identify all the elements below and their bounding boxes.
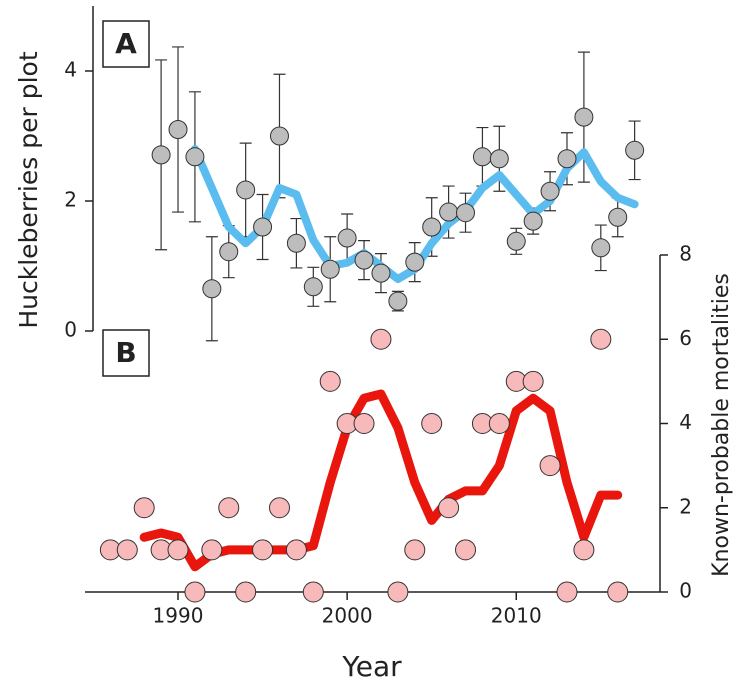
data-point xyxy=(539,455,561,477)
data-point xyxy=(354,250,374,270)
y-axis-label: Known-probable mortalities xyxy=(709,273,734,577)
panel-label: A xyxy=(115,27,137,60)
data-point xyxy=(608,207,628,227)
data-point xyxy=(438,497,460,519)
x-tick-label: 1990 xyxy=(153,604,204,628)
data-point xyxy=(574,107,594,127)
data-point xyxy=(506,231,526,251)
data-point xyxy=(184,581,206,603)
data-point xyxy=(370,328,392,350)
data-point xyxy=(590,328,612,350)
data-point xyxy=(421,413,443,434)
data-point xyxy=(371,263,391,283)
data-point xyxy=(269,126,289,146)
data-point xyxy=(167,539,189,561)
x-tick-label: 2000 xyxy=(322,604,373,628)
data-point xyxy=(523,211,543,231)
data-point xyxy=(472,147,492,167)
data-point xyxy=(235,581,257,603)
data-point xyxy=(236,180,256,200)
y-tick-label: 4 xyxy=(679,410,692,434)
data-point xyxy=(456,203,476,223)
data-point xyxy=(185,147,205,167)
data-point xyxy=(219,242,239,262)
data-point xyxy=(455,539,477,561)
data-point xyxy=(303,277,323,297)
data-point xyxy=(252,539,274,561)
y-tick-label: 2 xyxy=(64,188,77,212)
data-point xyxy=(387,581,409,603)
data-point xyxy=(439,202,459,222)
data-point xyxy=(540,181,560,201)
x-axis-label: Year xyxy=(341,650,402,683)
data-point xyxy=(607,581,629,603)
x-tick-label: 2010 xyxy=(491,604,542,628)
data-point xyxy=(218,497,240,519)
y-tick-label: 4 xyxy=(64,58,77,82)
data-point xyxy=(285,539,307,561)
data-point xyxy=(168,120,188,139)
y-tick-label: 0 xyxy=(64,318,77,342)
y-tick-label: 8 xyxy=(679,242,692,266)
data-point xyxy=(253,217,273,237)
data-point xyxy=(404,539,426,561)
data-point xyxy=(319,370,341,392)
data-point xyxy=(556,581,578,603)
data-point xyxy=(201,539,223,561)
y-tick-label: 6 xyxy=(679,326,692,350)
data-point xyxy=(522,370,544,392)
data-point xyxy=(116,539,138,561)
panel-label-box xyxy=(102,329,150,377)
data-point xyxy=(286,233,306,253)
data-point xyxy=(405,252,425,272)
data-point xyxy=(353,413,375,434)
data-point xyxy=(133,497,155,519)
data-point xyxy=(268,497,290,519)
data-point xyxy=(591,238,611,258)
data-point xyxy=(337,228,357,248)
data-point xyxy=(557,149,577,169)
trend-line xyxy=(139,389,623,572)
data-point xyxy=(488,413,510,434)
data-point xyxy=(573,539,595,561)
panel-label-box xyxy=(102,20,150,68)
panel-label: B xyxy=(115,336,136,369)
y-tick-label: 0 xyxy=(679,579,692,603)
data-point xyxy=(202,279,222,299)
data-point xyxy=(388,291,408,311)
data-point xyxy=(422,217,442,237)
data-point xyxy=(151,145,171,165)
data-point xyxy=(489,149,509,169)
y-tick-label: 2 xyxy=(679,494,692,518)
y-axis-label: Huckleberries per plot xyxy=(14,51,43,328)
data-point xyxy=(320,259,340,279)
data-point xyxy=(625,140,645,160)
data-point xyxy=(302,581,324,603)
